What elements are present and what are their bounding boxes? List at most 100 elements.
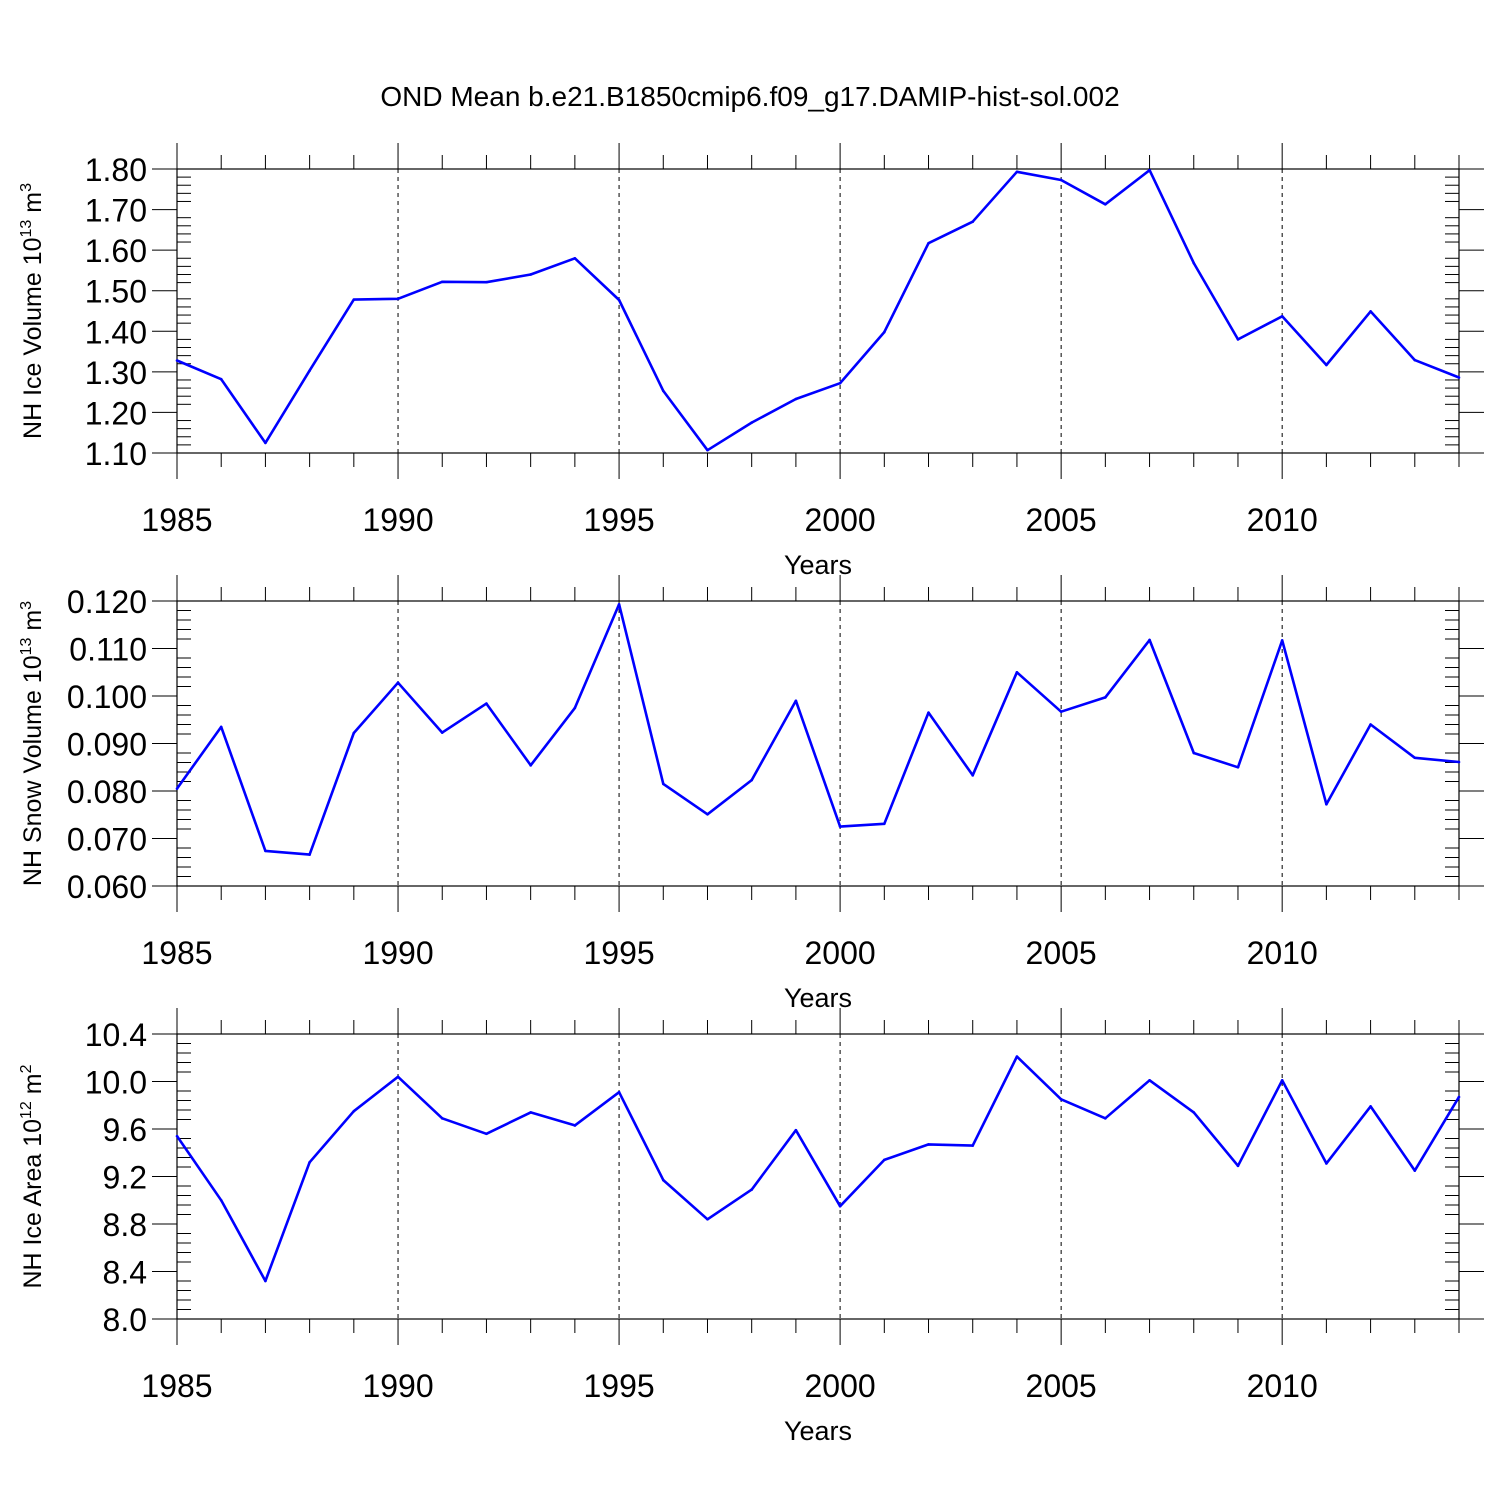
plot-frame: [176, 168, 1460, 454]
data-point: [1148, 1079, 1151, 1082]
y-axis-label: NH Snow Volume 1013 m3: [18, 601, 47, 886]
y-axis-label-text: m: [19, 1073, 47, 1101]
data-point: [661, 1178, 665, 1182]
data-point: [838, 381, 842, 385]
y-axis-label: NH Ice Area 1012 m2: [18, 1064, 47, 1288]
data-point: [1192, 261, 1196, 265]
x-axis-label: Years: [784, 983, 852, 1013]
data-point: [1413, 756, 1417, 760]
data-point: [971, 774, 975, 777]
y-axis-label-text: m: [19, 192, 47, 220]
x-tick-label: 2010: [1247, 1368, 1318, 1404]
y-tick-label: 0.090: [67, 727, 147, 763]
data-point: [794, 397, 798, 401]
data-point: [1325, 803, 1328, 806]
data-point: [1325, 1162, 1328, 1165]
x-tick-label: 2005: [1026, 502, 1097, 538]
y-axis-label-superscript: 3: [18, 183, 35, 192]
y-axis-label-text: m: [19, 610, 47, 638]
data-point: [308, 369, 311, 372]
data-point: [1369, 310, 1372, 313]
data-point: [1280, 639, 1284, 642]
y-tick-label: 8.8: [103, 1207, 147, 1243]
y-tick-label: 0.070: [67, 822, 147, 858]
y-tick-label: 8.4: [103, 1255, 147, 1291]
data-point: [1059, 710, 1063, 713]
y-axis-label: NH Ice Volume 1013 m3: [18, 183, 47, 439]
data-point: [838, 825, 842, 828]
data-point: [219, 725, 223, 729]
data-point: [529, 764, 532, 767]
y-axis-label-superscript: 12: [18, 1101, 35, 1119]
data-point: [1059, 178, 1063, 182]
y-axis-label-text: NH Ice Volume 10: [19, 237, 47, 439]
data-point: [1148, 638, 1151, 642]
y-tick-label: 10.4: [85, 1017, 147, 1053]
data-point: [1413, 1169, 1417, 1172]
data-point: [1369, 723, 1372, 726]
data-point: [1457, 376, 1461, 379]
data-point: [264, 441, 267, 445]
x-tick-label: 1995: [583, 935, 654, 971]
data-point: [1015, 670, 1019, 674]
data-point: [794, 1128, 798, 1132]
y-tick-label: 8.0: [103, 1302, 147, 1338]
y-axis-label-text: NH Snow Volume 10: [19, 655, 47, 886]
y-tick-label: 0.060: [67, 869, 147, 905]
x-tick-label: 1995: [583, 502, 654, 538]
y-axis-label-superscript: 3: [18, 601, 35, 610]
data-point: [1015, 1055, 1019, 1058]
x-tick-label: 2000: [805, 502, 876, 538]
y-tick-label: 1.10: [85, 436, 147, 472]
series-line: [176, 168, 1460, 452]
data-point: [661, 389, 665, 393]
data-point: [264, 849, 267, 853]
y-tick-label: 0.100: [67, 679, 147, 715]
data-point: [794, 699, 798, 703]
data-point: [175, 1134, 179, 1138]
data-point: [927, 1143, 930, 1146]
data-point: [396, 297, 400, 301]
data-point: [308, 1160, 311, 1164]
x-tick-label: 1985: [141, 502, 212, 538]
data-point: [838, 1204, 842, 1208]
y-tick-label: 1.20: [85, 395, 147, 431]
x-tick-label: 2010: [1247, 502, 1318, 538]
data-point: [1325, 363, 1328, 367]
data-point: [352, 298, 356, 301]
data-point: [573, 1124, 577, 1127]
data-point: [750, 1188, 753, 1191]
data-point: [706, 812, 709, 816]
data-point: [1059, 1098, 1063, 1101]
data-point: [617, 1090, 621, 1094]
data-point: [485, 280, 488, 284]
x-tick-label: 1990: [362, 1368, 433, 1404]
data-point: [661, 782, 665, 786]
data-point: [1104, 1117, 1107, 1120]
data-point: [1413, 358, 1417, 362]
data-point: [617, 298, 621, 302]
data-point: [1280, 1079, 1284, 1082]
x-tick-label: 1985: [141, 1368, 212, 1404]
y-axis-label-superscript: 2: [18, 1064, 35, 1073]
y-axis-label-text: NH Ice Area 10: [19, 1119, 47, 1289]
panels: 1.10 1.20 1.30 1.40 1.50 1.60 1.70 1.80 1985 1990…: [18, 143, 1484, 1446]
x-axis-label: Years: [784, 1416, 852, 1446]
data-point: [1192, 751, 1196, 755]
data-point: [485, 702, 488, 705]
y-tick-label: 1.80: [85, 152, 147, 188]
chart-panel-1: 1.10 1.20 1.30 1.40 1.50 1.60 1.70 1.80 1985 1990…: [18, 143, 1484, 580]
data-point: [1236, 1164, 1240, 1168]
x-tick-label: 2000: [805, 935, 876, 971]
data-point: [883, 1158, 886, 1162]
data-point: [219, 1198, 223, 1202]
data-point: [927, 241, 930, 245]
data-point: [396, 1075, 400, 1079]
x-tick-label: 2005: [1026, 1368, 1097, 1404]
y-axis-label-superscript: 13: [18, 638, 35, 656]
data-point: [529, 1111, 532, 1114]
data-point: [264, 1279, 267, 1283]
data-point: [1280, 314, 1284, 318]
